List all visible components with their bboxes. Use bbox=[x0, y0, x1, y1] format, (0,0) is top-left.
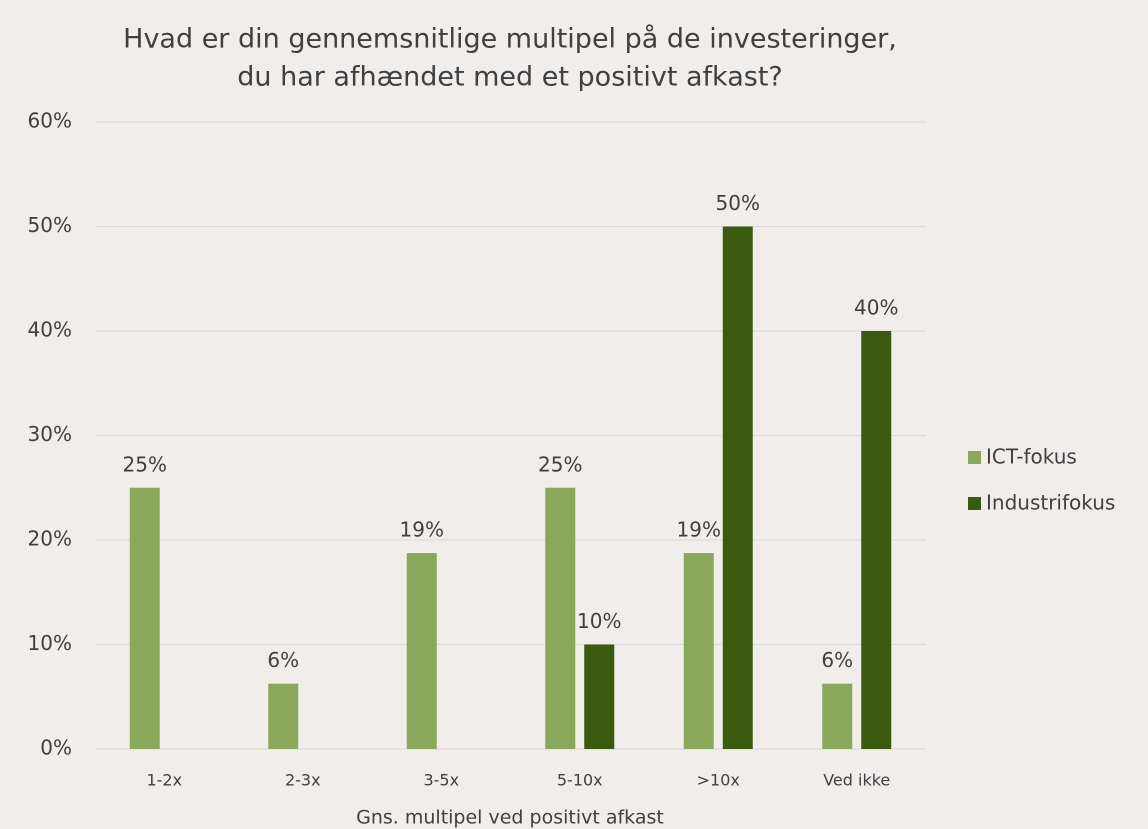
data-label: 6% bbox=[267, 648, 299, 672]
y-tick-label: 60% bbox=[28, 109, 72, 133]
x-tick-label: 3-5x bbox=[423, 771, 459, 790]
x-axis-title: Gns. multipel ved positivt afkast bbox=[356, 807, 664, 829]
bar bbox=[584, 644, 615, 749]
bar bbox=[545, 487, 576, 749]
y-tick-label: 10% bbox=[28, 631, 72, 655]
chart-title: Hvad er din gennemsnitlige multipel på d… bbox=[123, 24, 897, 55]
data-label: 19% bbox=[677, 518, 721, 542]
chart-title: du har afhændet med et positivt afkast? bbox=[237, 62, 783, 93]
legend-swatch bbox=[968, 497, 981, 510]
y-tick-label: 0% bbox=[40, 736, 72, 760]
data-label: 6% bbox=[821, 648, 853, 672]
bar bbox=[129, 487, 160, 749]
data-label: 19% bbox=[400, 518, 444, 542]
bar bbox=[683, 553, 714, 749]
bar bbox=[822, 683, 853, 749]
data-label: 25% bbox=[123, 452, 167, 476]
bar bbox=[268, 683, 299, 749]
x-tick-label: 1-2x bbox=[146, 771, 182, 790]
legend-swatch bbox=[968, 451, 981, 464]
bar bbox=[406, 553, 437, 749]
data-label: 50% bbox=[716, 191, 760, 215]
x-tick-label: Ved ikke bbox=[823, 771, 890, 790]
legend-label: ICT-fokus bbox=[986, 445, 1077, 469]
x-tick-label: 5-10x bbox=[557, 771, 603, 790]
x-tick-label: 2-3x bbox=[285, 771, 321, 790]
legend-label: Industrifokus bbox=[986, 491, 1115, 515]
y-tick-label: 40% bbox=[28, 318, 72, 342]
data-label: 10% bbox=[577, 609, 621, 633]
y-tick-label: 30% bbox=[28, 422, 72, 446]
x-tick-label: >10x bbox=[697, 771, 740, 790]
y-tick-label: 50% bbox=[28, 213, 72, 237]
y-tick-label: 20% bbox=[28, 527, 72, 551]
bar bbox=[722, 226, 753, 749]
bar bbox=[861, 331, 892, 749]
data-label: 40% bbox=[854, 296, 898, 320]
data-label: 25% bbox=[538, 452, 582, 476]
